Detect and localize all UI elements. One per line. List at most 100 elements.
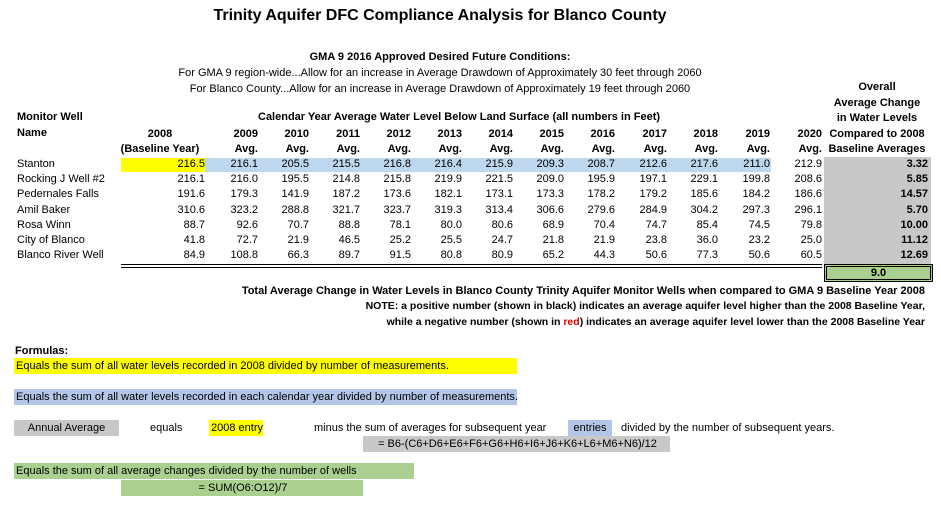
overall-change-cell[interactable]: 5.85 bbox=[906, 173, 928, 186]
table-cell[interactable]: 212.6 bbox=[639, 158, 667, 170]
table-cell[interactable]: 191.6 bbox=[177, 188, 205, 201]
table-cell[interactable]: 74.5 bbox=[748, 218, 770, 231]
table-cell[interactable]: 85.4 bbox=[696, 218, 718, 231]
table-cell[interactable]: 173.6 bbox=[383, 188, 411, 201]
table-cell[interactable]: 80.0 bbox=[440, 218, 462, 231]
table-cell[interactable]: 284.9 bbox=[639, 203, 667, 216]
table-cell[interactable]: 108.8 bbox=[230, 249, 258, 262]
table-cell[interactable]: 304.2 bbox=[690, 203, 718, 216]
table-cell[interactable]: 80.9 bbox=[491, 249, 513, 262]
table-cell[interactable]: 84.9 bbox=[183, 249, 205, 262]
table-cell[interactable]: 24.7 bbox=[491, 234, 513, 246]
table-cell[interactable]: 74.7 bbox=[645, 218, 667, 231]
table-cell[interactable]: 184.2 bbox=[742, 188, 770, 201]
table-cell[interactable]: 92.6 bbox=[236, 218, 258, 231]
table-cell[interactable]: 50.6 bbox=[645, 249, 667, 262]
table-cell[interactable]: 323.2 bbox=[230, 203, 258, 216]
total-average-cell[interactable]: 9.0 bbox=[824, 264, 933, 282]
table-cell[interactable]: 23.2 bbox=[748, 234, 770, 246]
table-cell[interactable]: 91.5 bbox=[389, 249, 411, 262]
table-cell[interactable]: 197.1 bbox=[639, 173, 667, 186]
table-cell[interactable]: 21.9 bbox=[287, 234, 309, 246]
table-cell[interactable]: 297.3 bbox=[742, 203, 770, 216]
table-cell[interactable]: 173.3 bbox=[536, 188, 564, 201]
table-cell[interactable]: 279.6 bbox=[587, 203, 615, 216]
table-cell[interactable]: 221.5 bbox=[485, 173, 513, 186]
table-cell[interactable]: 46.5 bbox=[338, 234, 360, 246]
table-cell[interactable]: 323.7 bbox=[383, 203, 411, 216]
table-cell[interactable]: 219.9 bbox=[434, 173, 462, 186]
table-cell[interactable]: 78.1 bbox=[389, 218, 411, 231]
column-header-sub: (Baseline Year) bbox=[120, 143, 200, 155]
overall-change-cell[interactable]: 5.70 bbox=[906, 203, 928, 216]
table-cell[interactable]: 321.7 bbox=[332, 203, 360, 216]
overall-change-cell[interactable]: 14.57 bbox=[900, 188, 928, 201]
table-cell[interactable]: 88.7 bbox=[183, 218, 205, 231]
table-cell[interactable]: 70.7 bbox=[287, 218, 309, 231]
table-cell[interactable]: 195.5 bbox=[281, 173, 309, 186]
table-cell[interactable]: 217.6 bbox=[690, 158, 718, 170]
table-cell[interactable]: 25.0 bbox=[800, 234, 822, 246]
table-cell[interactable]: 208.6 bbox=[794, 173, 822, 186]
overall-change-cell[interactable]: 3.32 bbox=[906, 158, 928, 170]
table-cell[interactable]: 44.3 bbox=[593, 249, 615, 262]
table-cell[interactable]: 205.5 bbox=[281, 158, 309, 170]
table-cell[interactable]: 79.8 bbox=[800, 218, 822, 231]
table-cell[interactable]: 306.6 bbox=[536, 203, 564, 216]
table-cell[interactable]: 216.1 bbox=[230, 158, 258, 170]
table-cell[interactable]: 66.3 bbox=[287, 249, 309, 262]
table-cell[interactable]: 319.3 bbox=[434, 203, 462, 216]
table-cell[interactable]: 195.9 bbox=[587, 173, 615, 186]
table-cell[interactable]: 215.8 bbox=[383, 173, 411, 186]
table-cell[interactable]: 25.5 bbox=[440, 234, 462, 246]
table-cell[interactable]: 199.8 bbox=[742, 173, 770, 186]
table-cell[interactable]: 182.1 bbox=[434, 188, 462, 201]
table-cell[interactable]: 313.4 bbox=[485, 203, 513, 216]
table-cell[interactable]: 68.9 bbox=[542, 218, 564, 231]
table-cell[interactable]: 72.7 bbox=[236, 234, 258, 246]
table-cell[interactable]: 310.6 bbox=[177, 203, 205, 216]
table-cell[interactable]: 89.7 bbox=[338, 249, 360, 262]
table-cell[interactable]: 212.9 bbox=[794, 158, 822, 170]
table-cell[interactable]: 296.1 bbox=[794, 203, 822, 216]
table-cell[interactable]: 209.3 bbox=[536, 158, 564, 170]
overall-change-cell[interactable]: 10.00 bbox=[900, 218, 928, 231]
table-cell[interactable]: 21.9 bbox=[593, 234, 615, 246]
table-cell[interactable]: 215.5 bbox=[332, 158, 360, 170]
table-cell[interactable]: 229.1 bbox=[690, 173, 718, 186]
table-cell[interactable]: 70.4 bbox=[593, 218, 615, 231]
table-cell[interactable]: 25.2 bbox=[389, 234, 411, 246]
table-cell[interactable]: 36.0 bbox=[696, 234, 718, 246]
table-cell[interactable]: 216.4 bbox=[434, 158, 462, 170]
table-cell[interactable]: 80.8 bbox=[440, 249, 462, 262]
table-cell[interactable]: 141.9 bbox=[281, 188, 309, 201]
table-cell[interactable]: 77.3 bbox=[696, 249, 718, 262]
table-cell[interactable]: 88.8 bbox=[338, 218, 360, 231]
table-cell[interactable]: 80.6 bbox=[491, 218, 513, 231]
table-cell[interactable]: 179.2 bbox=[639, 188, 667, 201]
table-cell[interactable]: 211.0 bbox=[743, 158, 770, 170]
table-cell[interactable]: 41.8 bbox=[183, 234, 205, 246]
table-cell[interactable]: 178.2 bbox=[587, 188, 615, 201]
table-cell[interactable]: 208.7 bbox=[587, 158, 615, 170]
table-cell[interactable]: 65.2 bbox=[542, 249, 564, 262]
overall-change-cell[interactable]: 12.69 bbox=[900, 249, 928, 262]
table-cell[interactable]: 288.8 bbox=[281, 203, 309, 216]
table-cell[interactable]: 216.0 bbox=[230, 173, 258, 186]
table-cell[interactable]: 186.6 bbox=[794, 188, 822, 201]
table-cell[interactable]: 23.8 bbox=[645, 234, 667, 246]
table-cell[interactable]: 216.5 bbox=[177, 158, 205, 170]
table-cell[interactable]: 60.5 bbox=[800, 249, 822, 262]
table-cell[interactable]: 173.1 bbox=[485, 188, 513, 201]
table-cell[interactable]: 209.0 bbox=[536, 173, 564, 186]
table-cell[interactable]: 215.9 bbox=[485, 158, 513, 170]
table-cell[interactable]: 185.6 bbox=[690, 188, 718, 201]
table-cell[interactable]: 216.8 bbox=[383, 158, 411, 170]
overall-change-cell[interactable]: 11.12 bbox=[901, 234, 928, 246]
table-cell[interactable]: 187.2 bbox=[332, 188, 360, 201]
table-cell[interactable]: 216.1 bbox=[177, 173, 205, 186]
table-cell[interactable]: 21.8 bbox=[542, 234, 564, 246]
table-cell[interactable]: 179.3 bbox=[230, 188, 258, 201]
table-cell[interactable]: 214.8 bbox=[332, 173, 360, 186]
table-cell[interactable]: 50.6 bbox=[748, 249, 770, 262]
